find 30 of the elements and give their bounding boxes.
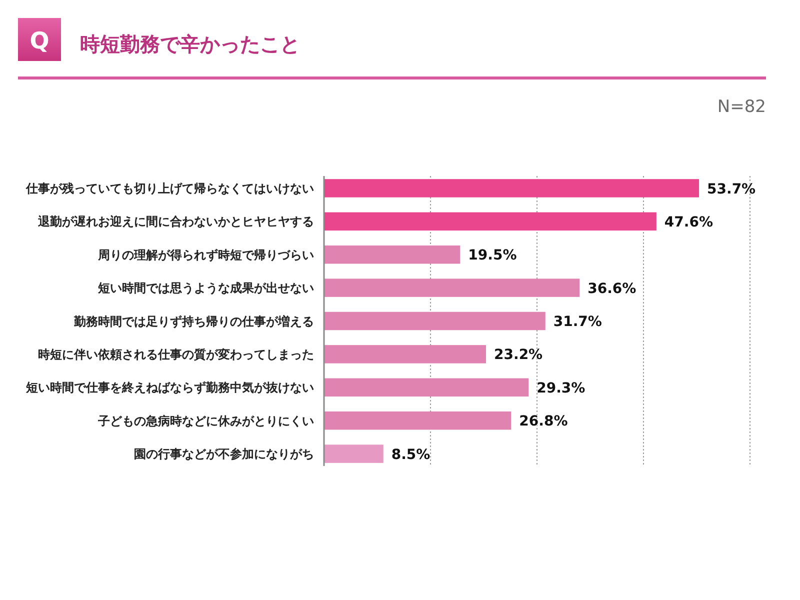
data-label: 29.3% [536,380,586,396]
q-badge: Q [18,18,61,61]
bar [324,444,384,463]
data-label: 47.6% [664,214,713,230]
y-tick-label: 仕事が残っていても切り上げて帰らなくてはいけない [25,182,314,196]
data-label: 19.5% [468,248,517,264]
data-label: 31.7% [553,314,602,330]
y-tick-label: 子どもの急病時などに休みがとりにくい [97,414,314,428]
bar [324,312,546,330]
bar [324,345,486,364]
y-tick-label: 退勤が遅れお迎えに間に合わないかとヒヤヒヤする [37,214,314,229]
data-label: 26.8% [519,414,568,430]
y-tick-label: 短い時間では思うような成果が出せない [97,281,314,296]
text: N=82 [717,97,766,117]
bar [324,278,580,297]
bar [324,179,700,198]
bar [324,245,460,264]
bar [324,378,529,397]
y-tick-label: 園の行事などが不参加になりがち [134,447,314,462]
bar [324,411,512,430]
y-tick-label: 周りの理解が得られず時短で帰りづらい [97,248,314,262]
data-label: 8.5% [391,446,430,463]
y-tick-label: 短い時間で仕事を終えねばならず勤務中気が抜けない [25,380,314,395]
data-label: 23.2% [494,347,543,364]
data-label: 36.6% [588,280,636,297]
chart-title: 時短勤務で辛かったこと [80,32,300,56]
bar [324,212,656,231]
y-tick-label: 勤務時間では足りず持ち帰りの仕事が増える [73,314,314,328]
y-tick-label: 時短に伴い依頼される仕事の質が変わってしまった [38,348,314,362]
data-label: 53.7% [707,181,756,198]
